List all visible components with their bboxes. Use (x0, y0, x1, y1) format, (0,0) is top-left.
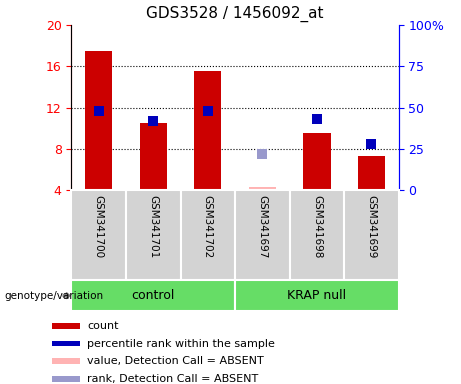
Text: GSM341698: GSM341698 (312, 195, 322, 258)
Bar (344, 190, 399, 280)
Text: control: control (131, 289, 175, 302)
Text: GSM341701: GSM341701 (148, 195, 158, 258)
Bar (140, 123, 167, 190)
Bar (126, 190, 181, 280)
Title: GDS3528 / 1456092_at: GDS3528 / 1456092_at (146, 6, 324, 22)
Bar (71, 190, 126, 280)
Text: count: count (87, 321, 118, 331)
Bar (52, 358, 80, 364)
Text: genotype/variation: genotype/variation (5, 291, 104, 301)
Bar (249, 187, 276, 190)
Text: KRAP null: KRAP null (287, 289, 347, 302)
Bar (71, 280, 235, 311)
Bar (85, 51, 112, 190)
Text: GSM341700: GSM341700 (94, 195, 104, 258)
Bar (52, 341, 80, 346)
Text: percentile rank within the sample: percentile rank within the sample (87, 339, 275, 349)
Bar (303, 133, 331, 190)
Text: value, Detection Call = ABSENT: value, Detection Call = ABSENT (87, 356, 264, 366)
Bar (235, 280, 399, 311)
Bar (194, 71, 221, 190)
Bar (52, 376, 80, 382)
Text: GSM341699: GSM341699 (366, 195, 377, 258)
Text: GSM341697: GSM341697 (257, 195, 267, 258)
Text: GSM341702: GSM341702 (203, 195, 213, 258)
Bar (235, 190, 290, 280)
Bar (52, 323, 80, 329)
Text: rank, Detection Call = ABSENT: rank, Detection Call = ABSENT (87, 374, 258, 384)
Bar (290, 190, 344, 280)
Bar (181, 190, 235, 280)
Bar (358, 156, 385, 190)
